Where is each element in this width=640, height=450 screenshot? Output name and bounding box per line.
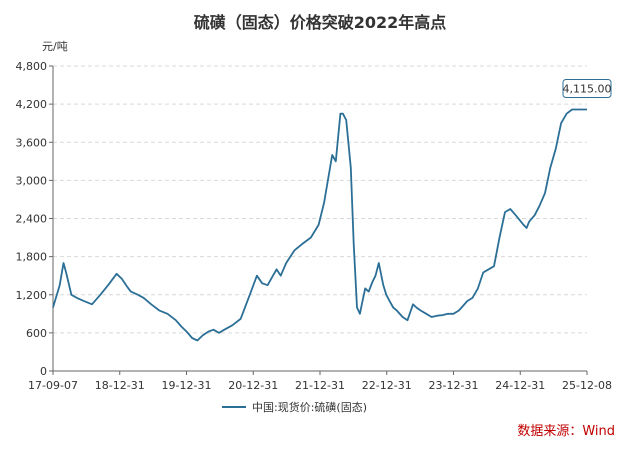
- x-axis: 17-09-07 18-12-31 19-12-31 20-12-31 21-12-31…: [28, 370, 612, 392]
- last-value-box: [562, 79, 612, 99]
- series-layer: [52, 108, 587, 342]
- y-tick-label: 1,800: [16, 251, 48, 264]
- x-tick-label: 18-12-31: [95, 379, 145, 392]
- y-tick-label: 0: [40, 365, 47, 378]
- y-tick-label: 4,800: [16, 60, 48, 73]
- x-tick-label: 25-12-08: [562, 379, 612, 392]
- y-tick-label: 4,200: [16, 98, 48, 111]
- source-note: 数据来源：Wind: [517, 424, 615, 439]
- legend[interactable]: 中国:现货价:硫磺(固态): [222, 400, 367, 414]
- x-tick-label: 23-12-31: [429, 379, 479, 392]
- y-tick-label: 600: [26, 327, 47, 340]
- y-tick-label: 3,600: [16, 136, 48, 149]
- last-value-label: 4,115.00: [563, 83, 612, 96]
- y-tick-label: 1,200: [16, 289, 48, 302]
- legend-label: 中国:现货价:硫磺(固态): [252, 400, 367, 414]
- x-tick-label: 21-12-31: [295, 379, 345, 392]
- x-tick-label: 24-12-31: [495, 379, 545, 392]
- x-tick-label: 20-12-31: [228, 379, 278, 392]
- x-tick-label: 19-12-31: [162, 379, 212, 392]
- x-tick-label: 22-12-31: [362, 379, 412, 392]
- last-value-badge: 4,115.00: [562, 79, 612, 99]
- y-unit-label: 元/吨: [42, 40, 68, 53]
- chart-title: 硫磺（固态）价格突破2022年高点: [194, 13, 447, 32]
- x-tick-label: 17-09-07: [28, 379, 78, 392]
- y-tick-label: 3,000: [16, 174, 48, 187]
- series-line: [52, 108, 587, 342]
- y-tick-label: 2,400: [16, 213, 48, 226]
- y-axis: 0 600 1,200 1,800 2,400 3,000 3,600 4,200 4,800: [16, 60, 54, 378]
